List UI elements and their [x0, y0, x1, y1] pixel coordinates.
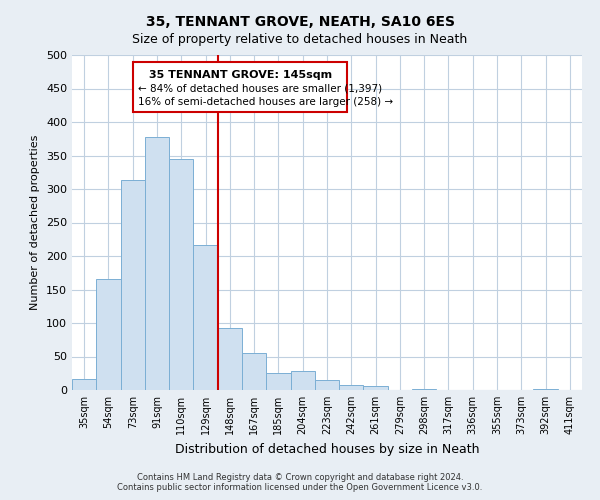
Bar — [290, 370, 315, 390]
Text: ← 84% of detached houses are smaller (1,397): ← 84% of detached houses are smaller (1,… — [139, 84, 382, 94]
Text: 35 TENNANT GROVE: 145sqm: 35 TENNANT GROVE: 145sqm — [149, 70, 332, 80]
Bar — [96, 280, 121, 390]
Y-axis label: Number of detached properties: Number of detached properties — [31, 135, 40, 310]
Text: Contains HM Land Registry data © Crown copyright and database right 2024.
Contai: Contains HM Land Registry data © Crown c… — [118, 473, 482, 492]
Bar — [145, 138, 169, 390]
Bar — [242, 353, 266, 390]
Bar — [364, 386, 388, 390]
Bar — [266, 373, 290, 390]
Text: 35, TENNANT GROVE, NEATH, SA10 6ES: 35, TENNANT GROVE, NEATH, SA10 6ES — [146, 15, 455, 29]
Bar — [218, 328, 242, 390]
Bar — [72, 378, 96, 390]
FancyBboxPatch shape — [133, 62, 347, 112]
Bar — [339, 384, 364, 390]
Bar — [315, 380, 339, 390]
Bar — [193, 246, 218, 390]
Bar — [121, 180, 145, 390]
Text: Size of property relative to detached houses in Neath: Size of property relative to detached ho… — [133, 32, 467, 46]
Bar — [169, 159, 193, 390]
Text: 16% of semi-detached houses are larger (258) →: 16% of semi-detached houses are larger (… — [139, 97, 394, 107]
X-axis label: Distribution of detached houses by size in Neath: Distribution of detached houses by size … — [175, 442, 479, 456]
